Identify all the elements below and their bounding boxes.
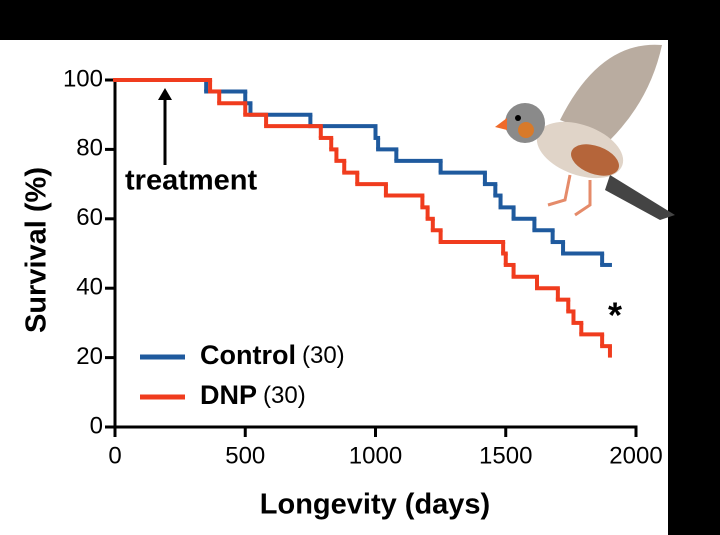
x-axis-title: Longevity (days)	[260, 489, 490, 521]
x-tick-label: 0	[108, 442, 121, 469]
annotation-arrowhead	[158, 88, 172, 100]
legend-name: Control	[200, 340, 296, 370]
legend-name: DNP	[200, 380, 257, 410]
x-tick-label: 1500	[479, 442, 532, 469]
y-tick-label: 0	[90, 412, 103, 439]
x-tick-label: 2000	[609, 442, 662, 469]
legend-entry: Control (30)	[200, 340, 345, 370]
bird-illustration	[495, 44, 675, 220]
legend-count: (30)	[263, 382, 306, 409]
y-axis-title: Survival (%)	[21, 167, 53, 333]
y-tick-label: 80	[76, 135, 103, 162]
x-tick-label: 500	[225, 442, 265, 469]
legend-count: (30)	[302, 342, 345, 369]
y-tick-label: 100	[63, 65, 103, 92]
x-tick-label: 1000	[349, 442, 402, 469]
y-tick-label: 40	[76, 274, 103, 301]
legend-entry: DNP (30)	[200, 380, 306, 410]
annotation-text: treatment	[125, 165, 257, 197]
significance-marker: *	[608, 295, 622, 336]
y-tick-label: 60	[76, 204, 103, 231]
y-tick-label: 20	[76, 343, 103, 370]
